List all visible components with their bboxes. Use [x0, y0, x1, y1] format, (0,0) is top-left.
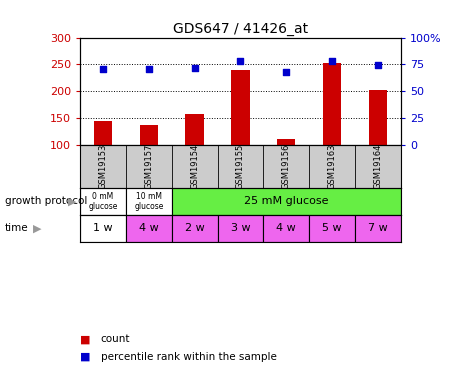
Text: GSM19154: GSM19154 — [190, 144, 199, 189]
Text: 7 w: 7 w — [368, 224, 388, 233]
Bar — [126, 215, 172, 242]
Text: ■: ■ — [80, 334, 91, 344]
Bar — [80, 188, 126, 215]
Text: GSM19156: GSM19156 — [282, 144, 291, 189]
Text: 2 w: 2 w — [185, 224, 205, 233]
Bar — [263, 215, 309, 242]
Bar — [369, 90, 387, 198]
Bar — [323, 63, 341, 198]
Text: 25 mM glucose: 25 mM glucose — [244, 196, 328, 206]
Point — [191, 64, 198, 70]
Text: growth protocol: growth protocol — [5, 196, 87, 206]
Text: time: time — [5, 224, 28, 233]
Bar — [309, 215, 355, 242]
Bar — [80, 215, 126, 242]
Point — [328, 57, 336, 63]
Text: 4 w: 4 w — [139, 224, 159, 233]
Text: GSM19155: GSM19155 — [236, 144, 245, 189]
Text: GSM19157: GSM19157 — [144, 144, 153, 189]
Text: 3 w: 3 w — [231, 224, 250, 233]
Point — [99, 66, 107, 72]
Point — [374, 62, 382, 68]
Bar — [231, 70, 250, 198]
Bar — [172, 188, 401, 215]
Bar — [218, 215, 263, 242]
Point — [237, 58, 244, 64]
Text: count: count — [101, 334, 130, 344]
Bar — [355, 215, 401, 242]
Text: 10 mM
glucose: 10 mM glucose — [134, 192, 164, 211]
Point — [145, 66, 153, 72]
Text: ▶: ▶ — [68, 196, 76, 206]
Text: ▶: ▶ — [33, 224, 42, 233]
Text: 1 w: 1 w — [93, 224, 113, 233]
Text: 4 w: 4 w — [276, 224, 296, 233]
Bar — [172, 215, 218, 242]
Text: GSM19153: GSM19153 — [98, 144, 108, 189]
Bar — [277, 140, 295, 198]
Bar — [185, 114, 204, 198]
Text: percentile rank within the sample: percentile rank within the sample — [101, 352, 277, 362]
Title: GDS647 / 41426_at: GDS647 / 41426_at — [173, 22, 308, 36]
Point — [283, 69, 290, 75]
Bar — [140, 125, 158, 198]
Text: ■: ■ — [80, 352, 91, 362]
Bar — [126, 188, 172, 215]
Text: 5 w: 5 w — [322, 224, 342, 233]
Text: GSM19163: GSM19163 — [327, 144, 337, 189]
Bar — [94, 121, 112, 198]
Text: GSM19164: GSM19164 — [373, 144, 382, 189]
Text: 0 mM
glucose: 0 mM glucose — [88, 192, 118, 211]
